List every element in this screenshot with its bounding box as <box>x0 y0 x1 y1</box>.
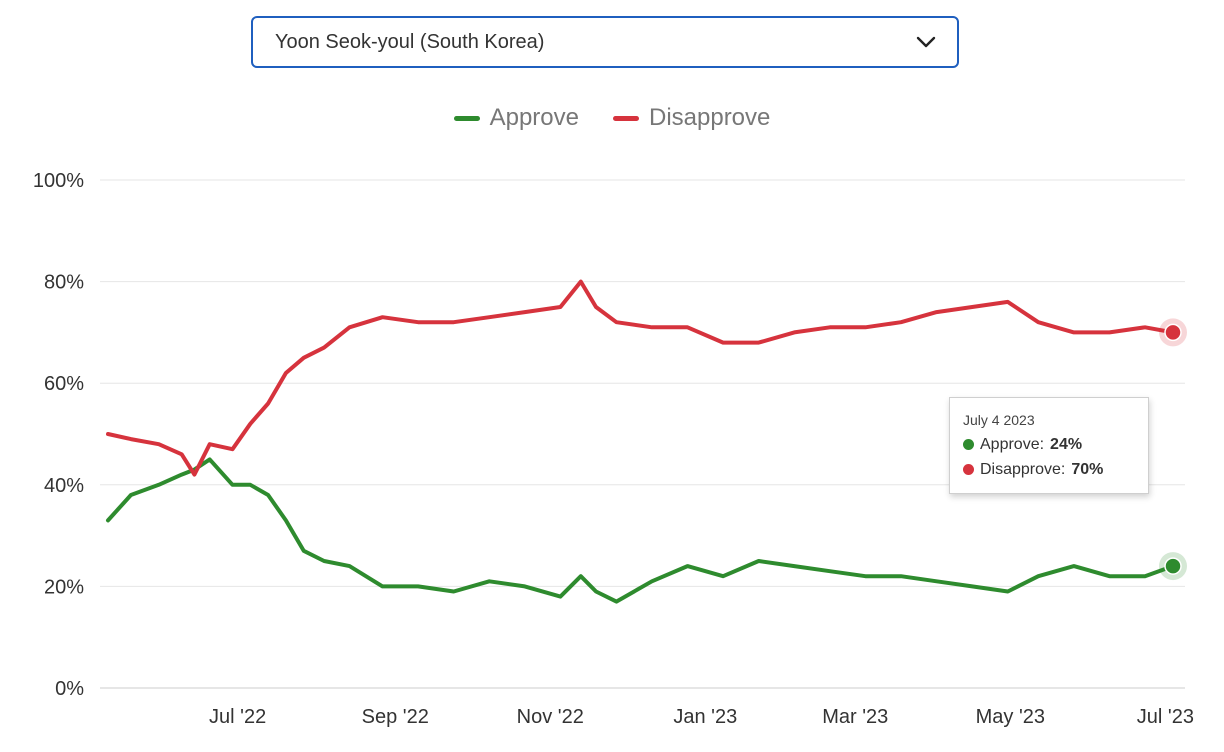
series-line-disapprove <box>106 279 1175 477</box>
legend-swatch-disapprove <box>612 115 639 121</box>
end-marker-disapprove <box>1164 323 1182 342</box>
tooltip-value-disapprove: 70% <box>1071 460 1104 478</box>
x-tick-label: May '23 <box>976 706 1045 728</box>
x-tick-label: Nov '22 <box>517 706 584 728</box>
tooltip-date: July 4 2023 <box>963 412 1035 428</box>
x-tick-label: Jul '23 <box>1137 706 1194 728</box>
y-tick-label: 0% <box>55 678 84 700</box>
legend-label-disapprove: Disapprove <box>648 104 771 131</box>
legend-swatch-approve <box>453 115 480 121</box>
chart-tooltip: July 4 2023 Approve: 24% Disapprove: 70% <box>949 397 1149 494</box>
y-tick-label: 40% <box>44 475 84 497</box>
tooltip-row-disapprove: Disapprove: 70% <box>963 457 1136 482</box>
chart-legend: Approve Disapprove <box>0 104 1224 132</box>
leader-select-value: Yoon Seok-youl (South Korea) <box>275 30 545 53</box>
x-tick-label: Jan '23 <box>673 706 737 728</box>
x-tick-label: Mar '23 <box>822 706 888 728</box>
legend-item-approve[interactable]: Approve <box>453 104 579 132</box>
tooltip-label-disapprove: Disapprove: <box>980 460 1066 478</box>
series-line-approve <box>106 457 1175 604</box>
legend-item-disapprove[interactable]: Disapprove <box>612 104 771 132</box>
tooltip-dot-approve <box>963 439 974 450</box>
x-tick-label: Jul '22 <box>209 706 266 728</box>
y-tick-label: 100% <box>33 170 84 192</box>
tooltip-label-approve: Approve: <box>980 435 1045 453</box>
x-tick-label: Sep '22 <box>362 706 429 728</box>
legend-label-approve: Approve <box>489 104 579 131</box>
tooltip-value-approve: 24% <box>1050 435 1083 453</box>
y-tick-label: 20% <box>44 576 84 598</box>
y-tick-label: 60% <box>44 373 84 395</box>
leader-select-dropdown[interactable]: Yoon Seok-youl (South Korea) <box>251 16 959 68</box>
tooltip-dot-disapprove <box>963 464 974 475</box>
end-marker-approve <box>1164 557 1182 575</box>
chevron-down-icon <box>915 31 937 53</box>
y-tick-label: 80% <box>44 272 84 294</box>
tooltip-row-approve: Approve: 24% <box>963 432 1136 457</box>
